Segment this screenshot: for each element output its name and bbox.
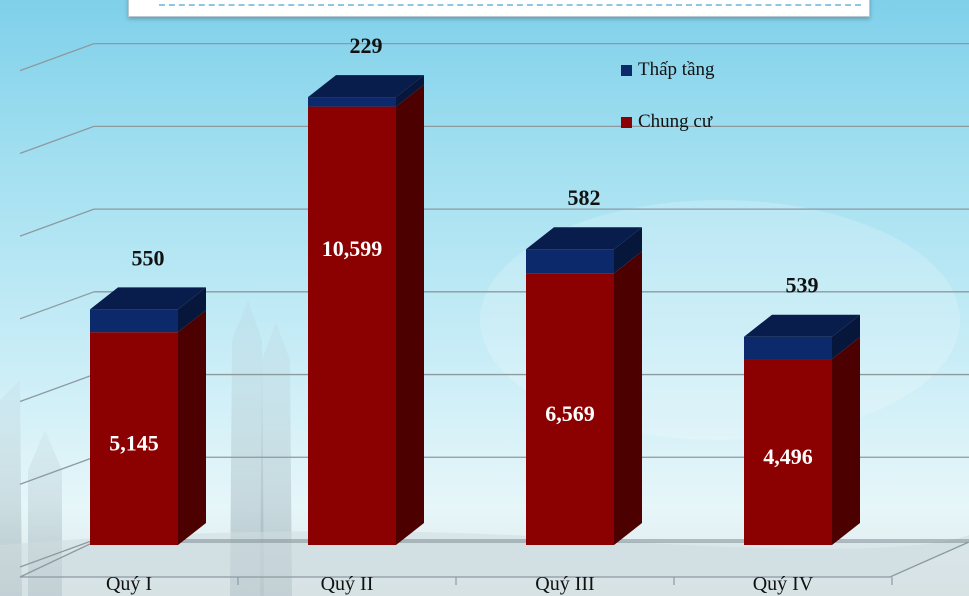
bar-chung-cu-front: [526, 273, 614, 545]
bar-thap-tang-front: [90, 309, 178, 333]
bar-thap-tang-side: [614, 227, 642, 274]
x-axis: Quý I Quý II Quý III Quý IV: [106, 573, 893, 595]
x-tick-label: Quý I: [106, 573, 152, 595]
chart-title-banner: [128, 0, 870, 17]
bar-thap-tang-front: [308, 97, 396, 107]
data-label-chung-cu: 4,496: [763, 444, 813, 469]
data-label-thap-tang: 582: [568, 185, 601, 210]
chart-floor: [19, 541, 969, 578]
bar-thap-tang-side: [178, 287, 206, 333]
bar-thap-tang-front: [744, 336, 832, 360]
legend-item-thap-tang: Thấp tầng: [621, 58, 715, 82]
title-banner-dashed-line: [159, 4, 861, 6]
gridline-side: [19, 539, 95, 568]
data-labels: 5,145 550 10,599 229 6,569 582 4,496 539: [109, 33, 818, 469]
bar-chung-cu-side: [396, 84, 424, 545]
bar-chung-cu-front: [744, 359, 832, 545]
bar-top-cap: [526, 227, 642, 250]
gridline-side: [19, 373, 95, 403]
gridline-side: [19, 43, 95, 72]
x-tick-label: Quý IV: [753, 573, 814, 595]
gridline-side: [19, 208, 95, 237]
x-tick-label: Quý II: [321, 573, 374, 595]
bar-top-cap: [308, 75, 424, 98]
bar-thap-tang-front: [526, 249, 614, 274]
bar-thap-tang-side: [832, 314, 860, 360]
bar-thap-tang-side: [396, 75, 424, 107]
bar-chung-cu-side: [178, 310, 206, 545]
data-label-thap-tang: 539: [786, 273, 819, 298]
gridline-side: [19, 125, 95, 154]
bar-chung-cu-front: [308, 106, 396, 545]
legend-label-chung-cu: Chung cư: [638, 111, 713, 132]
legend-label-thap-tang: Thấp tầng: [638, 59, 715, 80]
legend: Thấp tầng Chung cư: [621, 58, 715, 162]
data-label-chung-cu: 6,569: [545, 401, 595, 426]
data-label-chung-cu: 5,145: [109, 431, 159, 456]
bar-chung-cu-side: [614, 251, 642, 545]
data-label-chung-cu: 10,599: [322, 236, 383, 261]
legend-item-chung-cu: Chung cư: [621, 110, 715, 134]
gridline-side: [19, 291, 95, 320]
legend-swatch-chung-cu: [621, 116, 632, 128]
legend-swatch-thap-tang: [621, 64, 632, 76]
bar-chung-cu-side: [832, 337, 860, 545]
gridline-side: [19, 456, 95, 485]
data-label-thap-tang: 229: [350, 33, 383, 58]
x-tick-label: Quý III: [535, 573, 594, 595]
bar-top-cap: [90, 287, 206, 310]
bar-chung-cu-front: [90, 332, 178, 545]
data-label-thap-tang: 550: [132, 245, 165, 270]
bar-top-cap: [744, 314, 860, 337]
bars: [90, 75, 860, 545]
